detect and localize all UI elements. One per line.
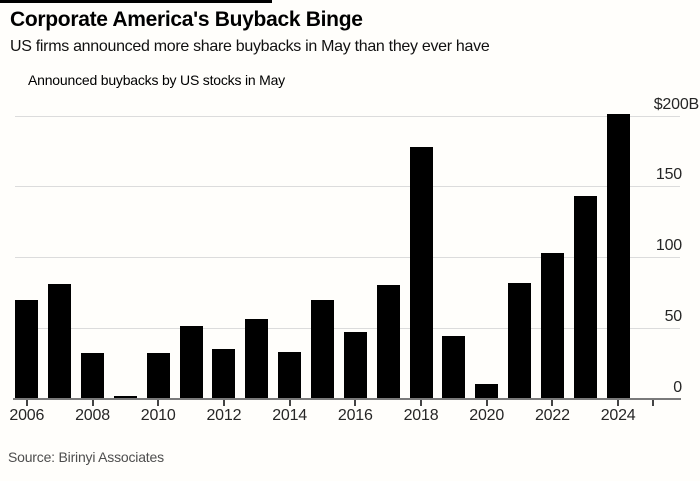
y-label-150: 150: [655, 166, 682, 184]
gridline-150: [15, 186, 680, 188]
x-tick-2012: [222, 399, 225, 406]
top-rule: [0, 0, 272, 3]
bar-2008: [81, 353, 104, 399]
x-label-2014: 2014: [272, 407, 307, 424]
y-label-50: 50: [664, 307, 683, 325]
x-tick-2016: [354, 399, 357, 406]
x-tick-2024: [617, 399, 620, 406]
bar-2022: [540, 252, 564, 399]
x-tick-2014: [288, 399, 291, 406]
bar-2018: [409, 146, 433, 399]
bar-2023: [573, 196, 597, 399]
x-label-2012: 2012: [206, 407, 242, 424]
x-label-2008: 2008: [75, 407, 110, 424]
chart-subtitle: US firms announced more share buybacks i…: [10, 38, 490, 55]
x-label-2006: 2006: [9, 407, 45, 424]
x-tick-2010: [157, 399, 160, 406]
x-axis-line: [13, 397, 681, 400]
x-tick-2006: [25, 399, 28, 406]
x-label-2022: 2022: [534, 407, 570, 424]
x-label-2024: 2024: [600, 407, 636, 424]
bar-2019: [442, 336, 466, 399]
x-label-2016: 2016: [337, 407, 373, 424]
bar-2007: [48, 283, 72, 399]
x-tick-2008: [91, 399, 94, 406]
y-label-200: $200B: [653, 95, 699, 113]
y-label-0: 0: [673, 378, 682, 396]
legend: Announced buybacks by US stocks in May: [10, 71, 285, 88]
x-tick-2018: [420, 399, 422, 406]
bar-2009: [113, 395, 137, 399]
x-label-2020: 2020: [469, 407, 505, 424]
x-tick-2022: [551, 399, 554, 406]
bar-2024: [606, 114, 630, 399]
gridline-50: [15, 327, 680, 329]
bar-2017: [376, 285, 400, 399]
legend-label: Announced buybacks by US stocks in May: [28, 71, 285, 88]
bar-2010: [146, 353, 170, 399]
bar-2016: [343, 332, 367, 399]
gridline-100: [15, 257, 680, 259]
x-axis-end-tick: [652, 399, 654, 406]
bar-2012: [212, 349, 236, 399]
y-label-100: 100: [655, 237, 682, 255]
bar-2021: [508, 282, 532, 399]
chart-title: Corporate America's Buyback Binge: [10, 8, 363, 31]
x-label-2018: 2018: [403, 407, 439, 424]
bar-2020: [475, 384, 499, 399]
x-label-2010: 2010: [140, 407, 176, 424]
bar-2014: [278, 351, 302, 399]
bar-2015: [310, 299, 334, 399]
x-tick-2020: [485, 399, 488, 406]
bar-2011: [179, 326, 203, 399]
gridline-200: [15, 115, 680, 117]
bar-2013: [245, 319, 269, 399]
source-note: Source: Birinyi Associates: [8, 449, 164, 465]
bar-2006: [15, 299, 39, 399]
